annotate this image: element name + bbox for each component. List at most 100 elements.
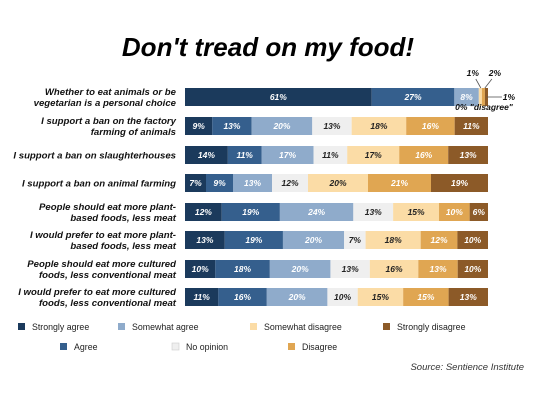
bar-segment-agree [371,88,455,106]
bar-value-label: 7% [349,235,362,245]
bar-value-label: 15% [417,292,434,302]
category-label: Whether to eat animals or be vegetarian i… [34,87,177,109]
bar-value-label: 18% [234,264,251,274]
category-label: People should eat more plant-based foods… [39,202,177,224]
bar-segment-strongly-disagree [469,203,488,221]
annotations-group: 1% 2%1%0% "disagree" [455,68,515,112]
bar-value-label: 20% [328,178,346,188]
legend-swatch [60,343,67,350]
category-labels-group: Whether to eat animals or be vegetarian i… [13,87,177,309]
bar-value-label: 20% [291,264,309,274]
bar-segment-strongly-agree [185,260,216,278]
bar-value-label: 9% [213,178,226,188]
bar-value-label: 20% [272,121,290,131]
category-label: I support a ban on slaughterhouses [13,151,176,162]
bar-segment-agree [224,231,283,249]
bar-value-label: 13% [365,207,382,217]
bar-segment-somewhat-disagree [357,288,404,306]
bar-segment-no-opinion [312,117,352,135]
source-note: Source: Sentience Institute [410,362,524,373]
bar-value-label: 17% [279,150,296,160]
bar-value-label: 13% [223,121,240,131]
bar-value-label: 16% [234,292,251,302]
bar-segment-agree [206,174,233,192]
bar-segment-somewhat-agree [251,117,313,135]
bar-segment-strongly-disagree [431,174,488,192]
bar-value-label: 16% [386,264,403,274]
bar-segment-strongly-agree [185,288,219,306]
bar-segment-agree [218,288,267,306]
bar-value-label: 14% [198,150,215,160]
bar-value-label: 11% [463,121,480,131]
bar-value-label: 20% [304,235,322,245]
bar-segment-somewhat-agree [233,174,272,192]
bar-value-label: 10% [446,207,463,217]
bar-segment-strongly-agree [185,88,372,106]
bar-value-label: 18% [370,121,387,131]
bars-group: 61% 27% 8% 9% 13% 20% 13% 18% 16% 11% 14% 11% 17% 11%… [185,88,488,306]
category-label: People should eat more cultured foods, le… [27,259,177,281]
bar-value-label: 24% [307,207,325,217]
bar-segment-somewhat-disagree [308,174,368,192]
bar-segment-strongly-disagree [457,260,488,278]
bar-segment-agree [212,117,252,135]
bar-segment-no-opinion [353,203,394,221]
bar-segment-somewhat-disagree [365,231,421,249]
bar-segment-disagree [418,260,458,278]
chart-title: Don't tread on my food! [122,32,414,62]
bar-value-label: 61% [270,92,287,102]
bar-value-label: 16% [415,150,432,160]
legend-label: Somewhat disagree [264,322,342,332]
bar-value-label: 20% [288,292,306,302]
bar-segment-somewhat-agree [279,203,354,221]
bar-value-label: 7% [189,178,202,188]
bar-value-label: 11% [236,150,253,160]
bar-segment-somewhat-disagree [478,88,482,106]
bar-segment-no-opinion [330,260,370,278]
legend-swatch [171,342,180,351]
bar-value-label: 10% [334,292,351,302]
annotation-somewhat-disagree: 1% [467,68,480,78]
bar-segment-strongly-agree [185,117,213,135]
bar-segment-disagree [406,117,455,135]
bar-value-label: 8% [460,92,473,102]
bar-segment-somewhat-agree [282,231,345,249]
bar-value-label: 27% [404,92,422,102]
legend-label: Somewhat agree [132,322,199,332]
legend-swatch [118,323,125,330]
bar-segment-somewhat-disagree [393,203,440,221]
bar-value-label: 16% [422,121,439,131]
bar-segment-somewhat-agree [261,146,314,164]
bar-value-label: 13% [323,121,340,131]
bar-value-label: 13% [430,264,447,274]
category-label: I support a ban on animal farming [22,179,176,190]
bar-segment-somewhat-disagree [351,117,407,135]
legend-label: Strongly agree [32,322,89,332]
bar-value-label: 10% [192,264,209,274]
bar-segment-disagree [368,174,431,192]
bar-value-label: 9% [192,121,205,131]
bar-value-label: 11% [193,292,210,302]
bar-segment-disagree [403,288,449,306]
bar-value-label: 12% [431,235,448,245]
bar-segment-somewhat-disagree [369,260,419,278]
bar-value-label: 19% [245,235,262,245]
bar-value-label: 15% [372,292,389,302]
bar-segment-agree [221,203,280,221]
bar-value-label: 10% [464,264,481,274]
bar-segment-strongly-disagree [457,231,488,249]
bar-value-label: 17% [365,150,382,160]
bar-segment-no-opinion [344,231,366,249]
bar-value-label: 13% [244,178,261,188]
bar-segment-strongly-disagree [448,288,488,306]
bar-segment-agree [215,260,270,278]
bar-value-label: 12% [281,178,298,188]
bar-segment-disagree [481,88,485,106]
legend-swatch [250,323,257,330]
legend-swatch [288,343,295,350]
legend-label: Agree [74,342,98,352]
bar-segment-strongly-disagree [454,117,488,135]
bar-value-label: 15% [408,207,425,217]
